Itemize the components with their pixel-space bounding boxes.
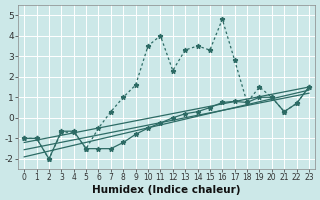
X-axis label: Humidex (Indice chaleur): Humidex (Indice chaleur)	[92, 185, 241, 195]
